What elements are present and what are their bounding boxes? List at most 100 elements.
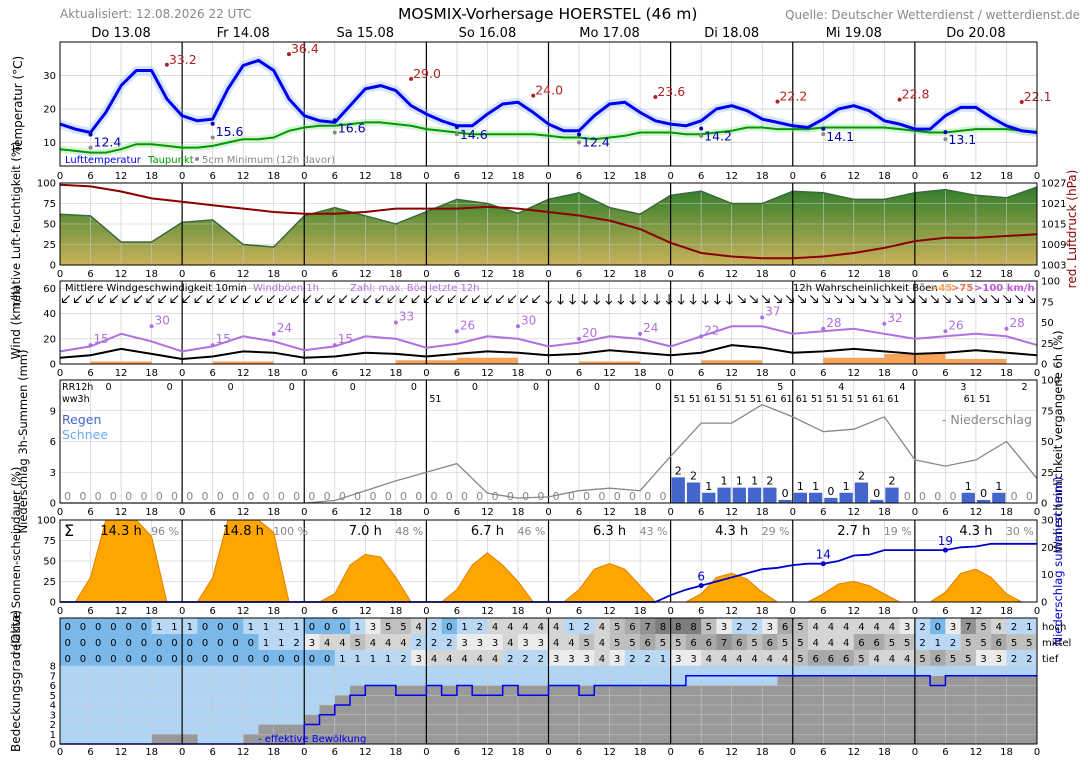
hum-x-tick-label: 18 — [1000, 269, 1013, 280]
temp-x-tick-label: 6 — [87, 171, 93, 182]
arrow-head — [472, 298, 477, 304]
wind-x-tick-label: 12 — [359, 368, 372, 379]
wind-direction-arrow — [532, 295, 541, 304]
cloud-layer-cell — [914, 650, 931, 666]
precip-bar-label: 0 — [492, 490, 499, 503]
cloud-layer-value: 4 — [400, 638, 406, 649]
cloud-layer-value: 5 — [889, 638, 895, 649]
wind-direction-arrow — [242, 295, 251, 304]
legend-gust-100: >100 km/h — [974, 283, 1035, 294]
precip-sum-point — [820, 561, 826, 567]
wind-x-tick-label: 6 — [698, 368, 704, 379]
temp-x-tick-label: 18 — [267, 171, 280, 182]
arrow-head — [701, 300, 709, 305]
arrow-head — [1030, 298, 1036, 304]
cloud-layer-value: 4 — [874, 622, 880, 633]
wind-direction-arrow — [496, 295, 505, 304]
arrow-head — [447, 298, 453, 304]
cloud-layer-value: 4 — [492, 622, 498, 633]
cloud-layer-cell — [533, 634, 549, 650]
daily-sunshine-hours: 2.7 h — [837, 524, 870, 539]
cover-x-tick-label: 0 — [912, 747, 918, 758]
cloud-layer-cell — [243, 650, 259, 666]
precip-bar-label: 0 — [171, 490, 178, 503]
cloud-layer-cell — [426, 618, 442, 634]
cloud-layer-value: 6 — [843, 654, 849, 665]
hum-ytick-label: 50 — [43, 220, 56, 231]
precip-bar-label: 0 — [476, 490, 483, 503]
cloud-layer-value: 1 — [263, 638, 269, 649]
cloud-layer-cell — [288, 634, 305, 650]
wind-x-tick-label: 6 — [332, 368, 338, 379]
arrow-shaft — [966, 295, 975, 303]
cloud-layer-value: 1 — [263, 622, 269, 633]
wind-direction-arrow — [447, 295, 456, 304]
arrow-shaft — [942, 295, 951, 303]
cloud-layer-cell — [548, 650, 565, 666]
gust-line — [59, 325, 1038, 353]
sun-ytick-label: 25 — [43, 577, 56, 588]
legend-gust-45: >45 — [930, 283, 952, 294]
wind-direction-arrow — [170, 295, 179, 304]
cloud-cover-bar — [945, 675, 961, 744]
cloud-layer-cell — [472, 634, 488, 650]
legend-gust-75: >75 — [951, 283, 973, 294]
cloud-layer-cell — [243, 618, 259, 634]
gust-max-point — [149, 324, 154, 329]
sun-ytick-label: 50 — [43, 557, 56, 568]
hum-ytick-label: 0 — [50, 261, 56, 272]
precip-x-tick-label: 0 — [667, 507, 673, 518]
temperature-panel-frame — [59, 41, 1038, 167]
precip-x-tick-label: 0 — [1034, 507, 1040, 518]
ground-min-point — [821, 132, 826, 137]
hum-x-tick-label: 12 — [603, 269, 616, 280]
legend-precip-prob: - Niederschlag — [942, 412, 1032, 427]
cloud-layer-cell — [685, 618, 702, 634]
precip-bar-label: 0 — [232, 490, 239, 503]
cloud-layer-cell — [395, 650, 412, 666]
sun-x-tick-label: 6 — [576, 606, 582, 617]
cloud-layer-cell — [792, 634, 809, 650]
wind-ytick-label: 40 — [43, 309, 56, 320]
cloud-layer-cell — [914, 618, 931, 634]
cloud-layer-cell — [838, 634, 855, 650]
cloud-layer-value: 0 — [446, 622, 452, 633]
cloud-layer-cell — [304, 618, 320, 634]
cloud-layer-cell — [319, 618, 336, 634]
arrow-head — [230, 298, 236, 304]
wind-direction-arrow — [714, 294, 721, 305]
cloud-layer-cell — [517, 618, 534, 634]
wind-direction-arrow — [61, 295, 70, 304]
cloud-layer-value: 6 — [706, 638, 712, 649]
cloud-layer-cell — [60, 618, 76, 634]
wind-direction-arrow — [1015, 295, 1023, 304]
cloud-layer-cell — [685, 650, 702, 666]
arrow-head — [629, 300, 637, 305]
hum-x-tick-label: 12 — [359, 269, 372, 280]
wind-ytick-label: 20 — [43, 334, 56, 345]
day-label: Mi 19.08 — [826, 26, 882, 41]
cloud-layer-value: 2 — [950, 638, 956, 649]
precip-bar-label: 1 — [797, 480, 804, 493]
legend-effective-cloud: - effektive Bewölkung — [258, 734, 366, 745]
precip-x-tick-label: 0 — [790, 507, 796, 518]
rr12h-value: 0 — [533, 382, 539, 393]
cloud-layer-cell — [609, 618, 626, 634]
temp-max-point — [409, 76, 414, 81]
cloud-layer-value: 3 — [675, 654, 681, 665]
cloud-layer-cell — [151, 618, 168, 634]
gust-max-point — [210, 343, 215, 348]
cloud-layer-cell — [808, 650, 824, 666]
cloud-layer-value: 3 — [568, 654, 574, 665]
sun-ytick-label: 75 — [43, 536, 56, 547]
cloud-layer-cell — [1021, 650, 1038, 666]
cloud-layer-cell — [823, 650, 839, 666]
gust-max-point — [577, 336, 582, 341]
cloud-layer-cell — [380, 618, 397, 634]
arrow-head — [677, 300, 685, 305]
temp-x-tick-label: 0 — [790, 171, 796, 182]
precip-bar-label: 0 — [140, 490, 147, 503]
precip-sum-point — [942, 547, 948, 553]
precip-sum-label: 6 — [697, 570, 705, 584]
cover-x-tick-label: 6 — [942, 747, 948, 758]
